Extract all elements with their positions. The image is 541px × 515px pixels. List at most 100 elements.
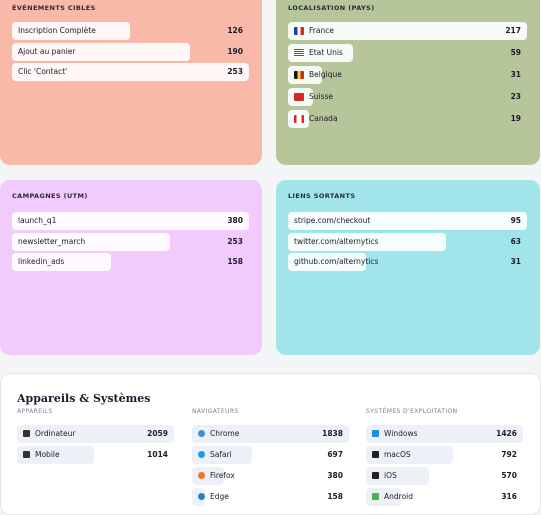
row: Firefox 380 bbox=[192, 467, 349, 485]
bar bbox=[288, 253, 366, 271]
row: Ordinateur 2059 bbox=[17, 425, 174, 443]
item-icon bbox=[23, 430, 30, 437]
row: France 217 bbox=[288, 22, 527, 40]
row-value: 190 bbox=[227, 46, 243, 56]
bar bbox=[17, 425, 174, 443]
row-label: twitter.com/alternytics bbox=[294, 236, 379, 246]
row-label: stripe.com/checkout bbox=[294, 216, 371, 225]
bar bbox=[12, 42, 190, 61]
bar bbox=[17, 446, 95, 464]
row-value: 792 bbox=[501, 450, 517, 459]
row-label: Suisse bbox=[309, 92, 334, 101]
row: iOS 570 bbox=[366, 467, 523, 485]
item-icon bbox=[198, 430, 205, 437]
item-icon bbox=[372, 493, 379, 500]
row-label: Chrome bbox=[210, 429, 240, 438]
column-title: APPAREILS bbox=[17, 408, 53, 415]
row-label: macOS bbox=[384, 450, 411, 459]
panel: CAMPAGNES (UTM) launch_q1 380 newsletter_ma… bbox=[0, 180, 262, 355]
item-icon bbox=[372, 430, 379, 437]
row-label: iOS bbox=[384, 471, 397, 480]
row-label: Android bbox=[384, 492, 413, 501]
row: macOS 792 bbox=[366, 446, 523, 464]
flag-icon bbox=[294, 93, 304, 101]
panel-title: CAMPAGNES (UTM) bbox=[12, 192, 88, 200]
row-value: 1014 bbox=[147, 450, 168, 459]
row-value: 126 bbox=[227, 26, 243, 35]
bar bbox=[192, 425, 349, 443]
row-label: Ordinateur bbox=[35, 429, 76, 438]
flag-icon bbox=[294, 115, 304, 123]
row: Canada 19 bbox=[288, 110, 527, 128]
row: newsletter_march 253 bbox=[12, 232, 249, 251]
panel-title: ÉVÉNEMENTS CIBLES bbox=[12, 4, 96, 12]
row-value: 253 bbox=[227, 67, 243, 76]
row-label: newsletter_march bbox=[18, 236, 86, 246]
row: Safari 697 bbox=[192, 446, 349, 464]
row-label: linkedin_ads bbox=[18, 257, 65, 266]
row: twitter.com/alternytics 63 bbox=[288, 232, 527, 251]
row-label: github.com/alternytics bbox=[294, 257, 379, 266]
bar bbox=[288, 22, 527, 40]
row-value: 31 bbox=[510, 257, 521, 266]
card-title: Appareils & Systèmes bbox=[17, 392, 151, 405]
flag-icon bbox=[294, 49, 304, 57]
item-icon bbox=[23, 451, 30, 458]
row: launch_q1 380 bbox=[12, 212, 249, 230]
bar bbox=[288, 66, 323, 84]
panel: ÉVÉNEMENTS CIBLES Inscription Complète 126… bbox=[0, 0, 262, 165]
item-icon bbox=[198, 451, 205, 458]
panel-title: LOCALISATION (PAYS) bbox=[288, 4, 375, 12]
row-value: 63 bbox=[510, 236, 521, 246]
row: Edge 158 bbox=[192, 488, 349, 506]
row-value: 697 bbox=[327, 450, 343, 459]
row-value: 59 bbox=[510, 48, 521, 57]
row-label: Firefox bbox=[210, 471, 235, 480]
devices-card: Appareils & Systèmes APPAREILS Ordinateur… bbox=[0, 373, 541, 515]
bar bbox=[288, 232, 447, 251]
row-value: 1838 bbox=[322, 429, 343, 438]
row: Windows 1426 bbox=[366, 425, 523, 443]
bar bbox=[192, 446, 252, 464]
item-icon bbox=[372, 472, 379, 479]
row-label: Mobile bbox=[35, 450, 60, 459]
row: Ajout au panier 190 bbox=[12, 42, 249, 61]
bar bbox=[288, 44, 353, 62]
bar bbox=[366, 425, 523, 443]
row-label: Windows bbox=[384, 429, 418, 438]
bar bbox=[192, 467, 225, 485]
row: Android 316 bbox=[366, 488, 523, 506]
row-label: launch_q1 bbox=[18, 216, 57, 225]
row-label: Etat Unis bbox=[309, 48, 343, 57]
row: Belgique 31 bbox=[288, 66, 527, 84]
row-value: 380 bbox=[327, 471, 343, 480]
item-icon bbox=[198, 493, 205, 500]
row: Etat Unis 59 bbox=[288, 44, 527, 62]
flag-icon bbox=[294, 27, 304, 35]
row-value: 217 bbox=[505, 26, 521, 35]
bar bbox=[12, 253, 111, 271]
item-icon bbox=[198, 472, 205, 479]
row: Inscription Complète 126 bbox=[12, 22, 249, 40]
row-value: 23 bbox=[510, 92, 521, 101]
panel: LOCALISATION (PAYS) France 217 Etat Unis 59 B… bbox=[276, 0, 540, 165]
row-value: 2059 bbox=[147, 429, 168, 438]
bar bbox=[12, 232, 170, 251]
item-icon bbox=[372, 451, 379, 458]
row-label: Safari bbox=[210, 450, 232, 459]
bar bbox=[12, 212, 249, 230]
row-label: Inscription Complète bbox=[18, 26, 96, 35]
bar bbox=[366, 446, 454, 464]
row-label: Belgique bbox=[309, 70, 342, 79]
row: Mobile 1014 bbox=[17, 446, 174, 464]
row: stripe.com/checkout 95 bbox=[288, 212, 527, 230]
row: linkedin_ads 158 bbox=[12, 253, 249, 271]
row-label: Ajout au panier bbox=[18, 46, 76, 56]
row-value: 158 bbox=[327, 492, 343, 501]
row: Clic 'Contact' 253 bbox=[12, 63, 249, 81]
row-value: 95 bbox=[510, 216, 521, 225]
row-label: Clic 'Contact' bbox=[18, 67, 68, 76]
row-value: 19 bbox=[510, 114, 521, 123]
row-value: 570 bbox=[501, 471, 517, 480]
